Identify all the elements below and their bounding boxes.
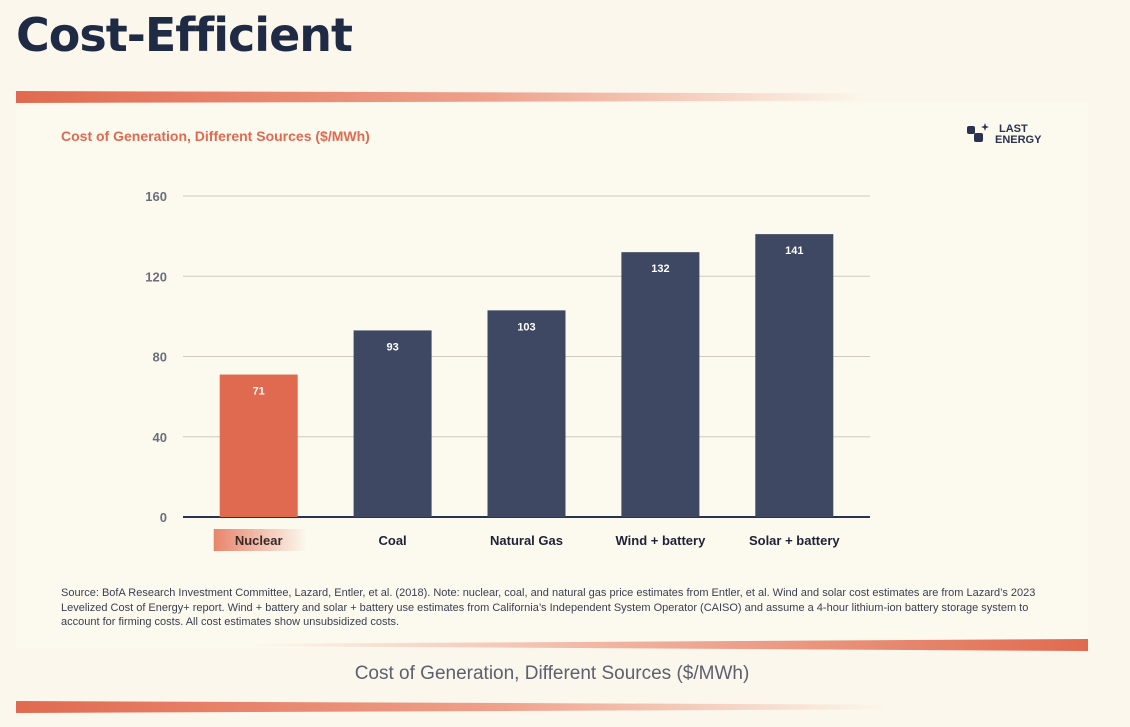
decorative-stripe-top <box>16 91 866 103</box>
y-tick-label: 40 <box>153 430 167 445</box>
data-label: 141 <box>785 245 803 257</box>
data-label: 132 <box>651 263 669 275</box>
figure-caption: Cost of Generation, Different Sources ($… <box>354 663 750 684</box>
page-title: Cost-Efficient <box>16 8 353 62</box>
y-tick-label: 0 <box>160 510 167 525</box>
x-tick-label: Wind + battery <box>615 533 706 548</box>
data-label: 103 <box>517 321 535 333</box>
logo-line-2: ENERGY <box>995 134 1042 146</box>
chart-title: Cost of Generation, Different Sources ($… <box>61 128 370 144</box>
x-tick-label: Nuclear <box>235 533 283 548</box>
source-note: Source: BofA Research Investment Committ… <box>61 587 1036 628</box>
x-tick-label: Natural Gas <box>490 533 563 548</box>
y-tick-label: 160 <box>145 189 167 204</box>
y-tick-label: 120 <box>145 269 167 284</box>
bar-solar-battery <box>755 234 834 517</box>
bar-wind-battery <box>621 252 700 518</box>
last-energy-logo-icon <box>967 123 989 142</box>
bar-natural-gas <box>487 310 566 517</box>
decorative-stripe-bottom <box>16 701 886 713</box>
x-tick-label: Solar + battery <box>749 533 840 548</box>
bar-layer <box>219 234 834 518</box>
y-tick-label: 80 <box>153 350 167 365</box>
x-tick-label: Coal <box>379 533 407 548</box>
label-layer: 0 40 80 120 160 71 Nuclear 93 Coal 103 Natural Gas… <box>145 189 840 551</box>
data-label: 93 <box>386 341 398 353</box>
logo-text: LAST ENERGY <box>995 124 1041 146</box>
bar-coal <box>353 330 432 517</box>
logo-line-1: LAST <box>999 123 1028 135</box>
category-highlight-box <box>213 529 306 551</box>
bar-nuclear <box>219 374 298 517</box>
data-label: 71 <box>253 386 265 398</box>
